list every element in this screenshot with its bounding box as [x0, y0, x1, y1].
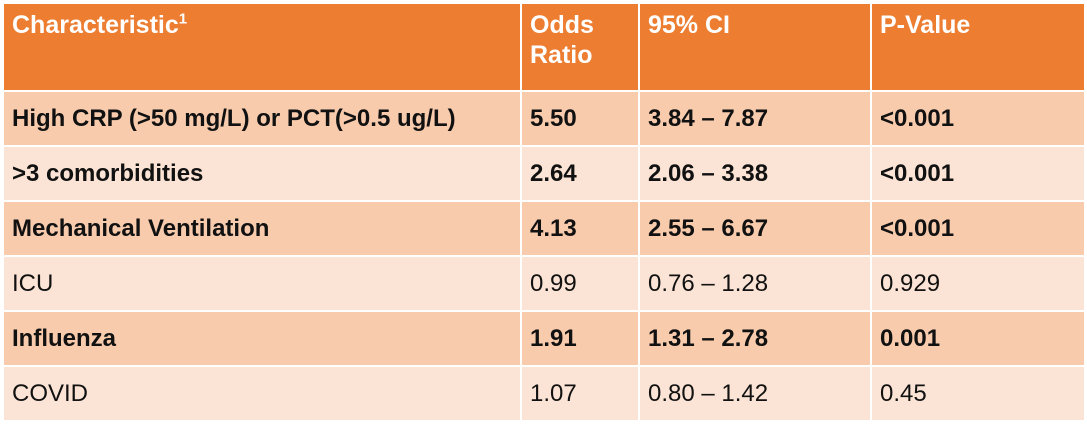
header-characteristic-label: Characteristic: [12, 11, 179, 39]
cell-p-value: <0.001: [871, 201, 1084, 257]
cell-odds-ratio: 2.64: [521, 146, 640, 202]
cell-ci: 3.84 – 7.87: [639, 91, 872, 147]
cell-ci: 1.31 – 2.78: [639, 311, 872, 367]
cell-characteristic: ICU: [4, 256, 522, 312]
cell-characteristic: High CRP (>50 mg/L) or PCT(>0.5 ug/L): [4, 91, 522, 147]
table-row: High CRP (>50 mg/L) or PCT(>0.5 ug/L) 5.…: [4, 91, 1084, 147]
cell-ci: 2.06 – 3.38: [639, 146, 872, 202]
cell-p-value: <0.001: [871, 91, 1084, 147]
cell-p-value: 0.929: [871, 256, 1084, 312]
cell-p-value: 0.45: [871, 366, 1084, 422]
cell-characteristic: >3 comorbidities: [4, 146, 522, 202]
cell-odds-ratio: 1.91: [521, 311, 640, 367]
cell-odds-ratio: 4.13: [521, 201, 640, 257]
cell-characteristic: COVID: [4, 366, 522, 422]
odds-ratio-table-container: Characteristic1 Odds Ratio 95% CI P-Valu…: [4, 4, 1084, 422]
table-header-row: Characteristic1 Odds Ratio 95% CI P-Valu…: [4, 4, 1084, 92]
cell-p-value: <0.001: [871, 146, 1084, 202]
cell-p-value: 0.001: [871, 311, 1084, 367]
cell-ci: 0.76 – 1.28: [639, 256, 872, 312]
cell-ci: 2.55 – 6.67: [639, 201, 872, 257]
header-p-value: P-Value: [871, 4, 1084, 92]
header-ci: 95% CI: [639, 4, 872, 92]
cell-odds-ratio: 5.50: [521, 91, 640, 147]
cell-odds-ratio: 0.99: [521, 256, 640, 312]
cell-characteristic: Influenza: [4, 311, 522, 367]
table-row: COVID 1.07 0.80 – 1.42 0.45: [4, 366, 1084, 422]
header-characteristic-footnote: 1: [178, 10, 188, 28]
table-row: ICU 0.99 0.76 – 1.28 0.929: [4, 256, 1084, 312]
table-row: Influenza 1.91 1.31 – 2.78 0.001: [4, 311, 1084, 367]
odds-ratio-table: Characteristic1 Odds Ratio 95% CI P-Valu…: [4, 4, 1084, 422]
cell-characteristic: Mechanical Ventilation: [4, 201, 522, 257]
header-odds-ratio: Odds Ratio: [521, 4, 640, 92]
cell-ci: 0.80 – 1.42: [639, 366, 872, 422]
table-row: >3 comorbidities 2.64 2.06 – 3.38 <0.001: [4, 146, 1084, 202]
table-row: Mechanical Ventilation 4.13 2.55 – 6.67 …: [4, 201, 1084, 257]
cell-odds-ratio: 1.07: [521, 366, 640, 422]
header-characteristic: Characteristic1: [4, 4, 522, 92]
